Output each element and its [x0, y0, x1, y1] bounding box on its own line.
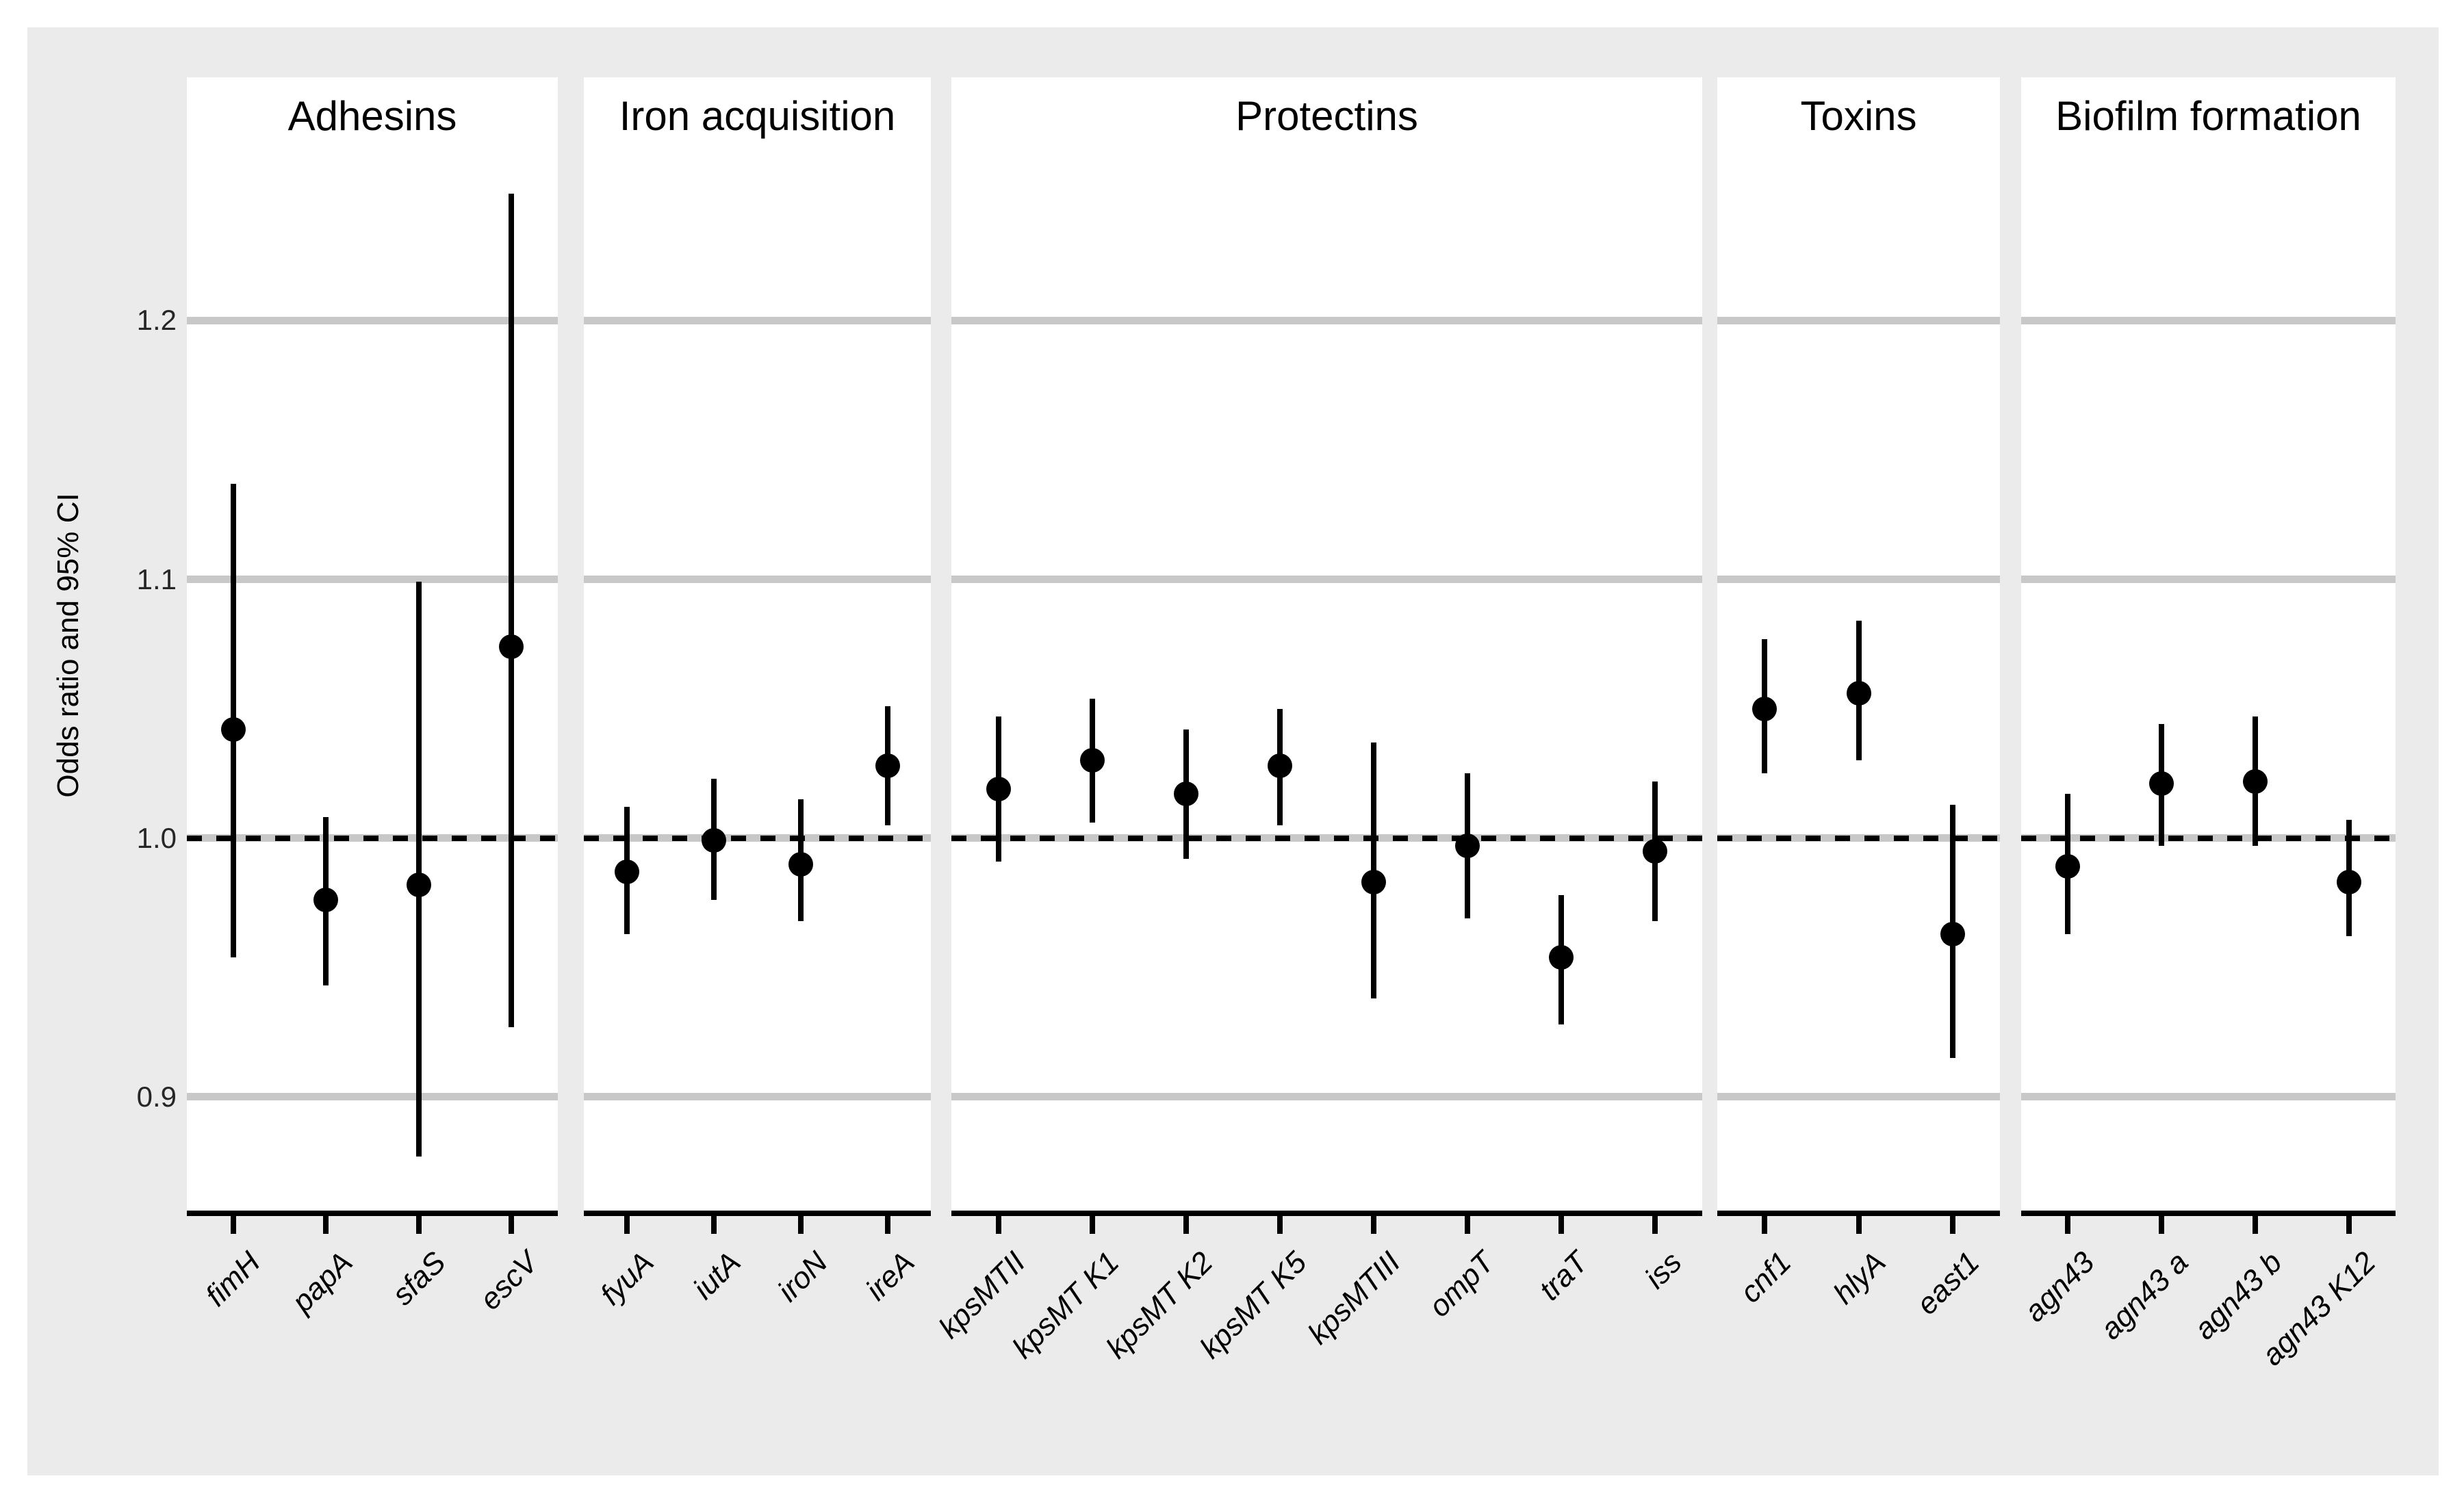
point-papA — [313, 888, 339, 913]
x-tick-ompT — [1465, 1216, 1471, 1234]
point-fimH — [220, 716, 246, 742]
point-kpsMT K5 — [1267, 753, 1292, 778]
y-axis-title: Odds ratio and 95% CI — [51, 493, 85, 798]
reference-line-dashed — [1717, 835, 2000, 841]
x-tick-kpsMTII — [995, 1216, 1001, 1234]
point-hlyA — [1846, 680, 1871, 706]
x-tick-agn43 a — [2159, 1216, 2165, 1234]
x-tick-ireA — [884, 1216, 890, 1234]
facet-panel-biofilm-formation — [2021, 77, 2396, 1213]
facet-panel-protectins — [951, 77, 1702, 1213]
gridline-0.9 — [584, 1093, 931, 1101]
x-tick-iroN — [797, 1216, 804, 1234]
point-east1 — [1940, 921, 1966, 946]
reference-line-dashed — [2021, 835, 2396, 841]
point-kpsMT K1 — [1079, 748, 1105, 773]
x-tick-kpsMTIII — [1371, 1216, 1377, 1234]
point-agn43 a — [2149, 771, 2174, 797]
gridline-1.1 — [951, 576, 1702, 584]
gridline-0.9 — [187, 1093, 558, 1101]
x-tick-iss — [1652, 1216, 1658, 1234]
facet-panel-iron-acquisition — [584, 77, 931, 1213]
point-ireA — [875, 753, 900, 778]
facet-title: Biofilm formation — [2055, 93, 2361, 139]
facet-title: Protectins — [1235, 93, 1418, 139]
x-tick-fimH — [230, 1216, 236, 1234]
x-tick-sfaS — [415, 1216, 422, 1234]
x-tick-cnf1 — [1761, 1216, 1767, 1234]
gridline-1.2 — [951, 316, 1702, 324]
x-tick-kpsMT K1 — [1089, 1216, 1095, 1234]
ci-bar-escV — [509, 194, 515, 1027]
point-sfaS — [406, 872, 431, 897]
x-tick-iutA — [711, 1216, 717, 1234]
x-axis-line — [1717, 1211, 2000, 1216]
gridline-0.9 — [951, 1093, 1702, 1101]
gridline-1.2 — [2021, 316, 2396, 324]
x-tick-kpsMT K2 — [1183, 1216, 1189, 1234]
x-tick-traT — [1558, 1216, 1565, 1234]
facet-panel-adhesins — [187, 77, 558, 1213]
reference-line-dashed — [584, 835, 931, 841]
point-agn43 b — [2242, 769, 2268, 794]
point-kpsMTIII — [1361, 869, 1387, 894]
y-tick-label-0.9: 0.9 — [136, 1080, 177, 1113]
point-traT — [1549, 944, 1574, 970]
facet-title: Adhesins — [287, 93, 457, 139]
x-tick-agn43 K12 — [2346, 1216, 2352, 1234]
point-fyuA — [615, 859, 640, 884]
point-agn43 — [2055, 854, 2081, 879]
x-tick-papA — [323, 1216, 329, 1234]
ci-bar-sfaS — [415, 582, 422, 1157]
point-agn43 K12 — [2336, 869, 2361, 894]
gridline-1.1 — [2021, 576, 2396, 584]
gridline-1.2 — [1717, 316, 2000, 324]
x-tick-hlyA — [1856, 1216, 1862, 1234]
gridline-1.1 — [584, 576, 931, 584]
facet-title: Toxins — [1800, 93, 1917, 139]
gridline-1.2 — [187, 316, 558, 324]
x-tick-east1 — [1950, 1216, 1956, 1234]
gridline-1.2 — [584, 316, 931, 324]
point-ompT — [1455, 834, 1480, 859]
x-axis-line — [951, 1211, 1702, 1216]
x-tick-kpsMT K5 — [1276, 1216, 1283, 1234]
x-axis-line — [584, 1211, 931, 1216]
gridline-1.1 — [1717, 576, 2000, 584]
point-kpsMT K2 — [1173, 782, 1198, 807]
y-tick-label-1.2: 1.2 — [136, 304, 177, 337]
x-axis-line — [187, 1211, 558, 1216]
y-tick-label-1.1: 1.1 — [136, 563, 177, 595]
x-tick-agn43 b — [2252, 1216, 2258, 1234]
gridline-1.1 — [187, 576, 558, 584]
x-tick-agn43 — [2065, 1216, 2071, 1234]
x-tick-fyuA — [624, 1216, 630, 1234]
y-tick-label-1.0: 1.0 — [136, 821, 177, 854]
x-tick-escV — [509, 1216, 515, 1234]
point-kpsMTII — [986, 776, 1011, 801]
point-iroN — [788, 851, 813, 877]
x-axis-line — [2021, 1211, 2396, 1216]
gridline-0.9 — [2021, 1093, 2396, 1101]
reference-line-dashed — [187, 835, 558, 841]
point-cnf1 — [1751, 696, 1777, 721]
gridline-0.9 — [1717, 1093, 2000, 1101]
facet-title: Iron acquisition — [619, 93, 896, 139]
point-iss — [1643, 838, 1668, 864]
point-iutA — [702, 828, 727, 853]
reference-line-dashed — [951, 835, 1702, 841]
point-escV — [499, 634, 524, 659]
